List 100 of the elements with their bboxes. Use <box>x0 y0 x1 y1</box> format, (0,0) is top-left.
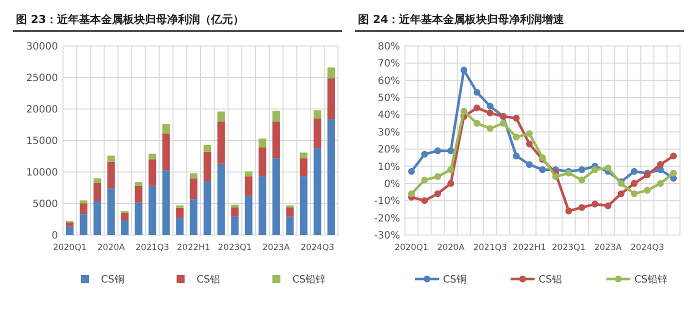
bar <box>231 207 239 217</box>
bar <box>162 170 170 235</box>
y-tick-label: 30% <box>378 127 400 138</box>
point <box>644 186 651 194</box>
point <box>447 166 454 174</box>
bar <box>327 67 335 78</box>
point <box>486 102 494 110</box>
bar <box>162 134 170 170</box>
bar <box>244 176 252 196</box>
bar <box>80 200 88 204</box>
bar <box>176 218 184 235</box>
y-tick-label: 50% <box>378 93 400 104</box>
point <box>512 152 520 160</box>
bar <box>66 222 74 227</box>
point <box>447 147 454 154</box>
bar <box>94 182 102 201</box>
y-tick-label: 30000 <box>26 42 58 52</box>
bar <box>286 216 294 235</box>
x-tick-label: 2020Q1 <box>394 243 428 253</box>
point <box>408 190 415 198</box>
bar <box>314 148 322 235</box>
bar <box>258 138 266 148</box>
point <box>670 152 677 160</box>
bar <box>176 208 184 218</box>
point <box>474 88 480 96</box>
point <box>618 190 625 198</box>
bar <box>134 182 142 186</box>
legend-label: CS铜 <box>101 274 124 286</box>
bar <box>244 171 252 176</box>
y-tick-label: 10000 <box>26 168 58 178</box>
legend-label: CS铜 <box>443 274 466 286</box>
bar <box>121 220 129 235</box>
y-tick-label: 0% <box>384 178 400 190</box>
bar <box>231 216 239 235</box>
bar <box>300 158 308 176</box>
point <box>486 125 494 132</box>
bar <box>231 204 239 208</box>
y-tick-label: 25000 <box>26 73 58 84</box>
chart-title: 图 24：近年基本金属板块归母净利润增速 <box>358 13 566 26</box>
point <box>434 173 442 180</box>
point <box>604 202 612 210</box>
bar <box>121 212 129 221</box>
bar <box>217 112 225 122</box>
point <box>657 161 664 168</box>
point <box>578 176 586 184</box>
y-tick-label: 20% <box>378 144 400 156</box>
point <box>421 197 428 204</box>
bar <box>272 122 280 158</box>
point <box>670 170 677 177</box>
point <box>630 180 638 187</box>
bar <box>190 173 198 178</box>
x-tick-label: 2023Q1 <box>218 243 252 253</box>
y-tick-label: 70% <box>378 58 400 70</box>
y-tick-label: 10% <box>378 162 400 173</box>
y-tick-label: 20000 <box>26 104 58 116</box>
point <box>421 150 428 158</box>
point <box>592 200 598 208</box>
point <box>512 114 520 122</box>
x-tick-label: 2022H1 <box>512 243 546 253</box>
bar <box>176 205 184 208</box>
x-tick-label: 2020A <box>97 243 125 253</box>
chart-title: 图 23：近年基本金属板块归母净利润（亿元） <box>16 13 244 26</box>
point <box>604 164 612 172</box>
y-tick-label: -20% <box>374 213 400 224</box>
bar <box>162 124 170 134</box>
point <box>526 161 533 168</box>
point <box>500 120 507 127</box>
point <box>460 108 468 115</box>
bar <box>66 226 74 235</box>
bar <box>107 162 115 188</box>
bar <box>286 207 294 217</box>
y-tick-label: -10% <box>374 196 400 208</box>
bar <box>204 144 212 152</box>
x-tick-label: 2023A <box>262 243 290 253</box>
point <box>565 208 572 214</box>
y-tick-label: 5000 <box>32 199 58 210</box>
bar <box>314 110 322 118</box>
point <box>486 110 494 116</box>
point <box>421 176 428 184</box>
point <box>630 168 638 175</box>
bar <box>217 122 225 164</box>
bar <box>148 186 156 235</box>
legend-label: CS铝 <box>538 274 562 286</box>
bar <box>204 181 212 235</box>
point <box>474 104 480 112</box>
x-tick-label: 2023Q1 <box>552 243 586 253</box>
bar <box>244 196 252 235</box>
x-tick-label: 2023A <box>594 243 622 253</box>
legend-label: CS铅锌 <box>634 274 668 286</box>
bar <box>272 158 280 235</box>
bar <box>80 214 88 235</box>
bar <box>327 119 335 235</box>
point <box>578 204 586 211</box>
bar <box>300 152 308 158</box>
bar <box>94 200 102 235</box>
point <box>526 130 533 138</box>
bar <box>300 176 308 235</box>
point <box>552 173 559 180</box>
point <box>474 120 480 127</box>
y-tick-label: 40% <box>378 110 400 122</box>
